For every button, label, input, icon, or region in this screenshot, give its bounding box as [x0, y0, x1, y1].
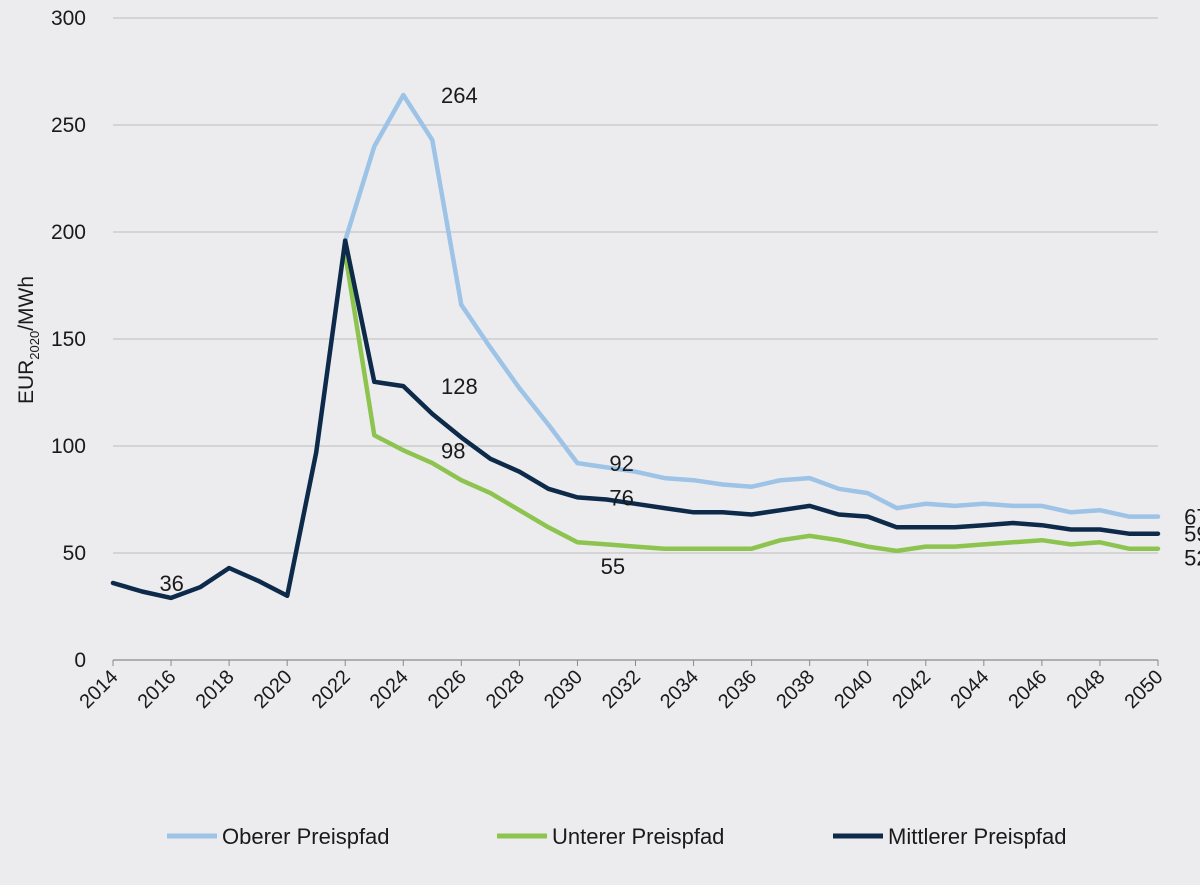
data-label: 67	[1184, 505, 1200, 530]
x-tick-label: 2032	[598, 666, 645, 713]
x-tick-label: 2050	[1121, 666, 1168, 713]
y-tick-label: 300	[51, 7, 86, 30]
data-label: 55	[601, 554, 625, 579]
data-label: 59	[1184, 522, 1200, 547]
x-axis-ticks: 2014 2016 2018 2020 2022 2024 2026 2028 2030 2032…	[76, 660, 1168, 713]
series-line-2	[342, 251, 1161, 554]
data-label: 98	[441, 438, 465, 463]
y-tick-label: 100	[51, 435, 86, 458]
legend-label: Mittlerer Preispfad	[888, 824, 1067, 849]
x-tick-label: 2040	[830, 666, 877, 713]
x-tick-label: 2046	[1004, 666, 1051, 713]
y-axis-title-subscript: 2020	[27, 331, 42, 360]
data-label: 52	[1184, 545, 1200, 570]
x-tick-label: 2018	[192, 666, 239, 713]
y-axis-title-unit: /MWh	[15, 276, 38, 331]
x-tick-label: 2020	[250, 666, 297, 713]
x-tick-label: 2014	[76, 666, 123, 713]
x-tick-label: 2028	[482, 666, 529, 713]
legend-label: Oberer Preispfad	[222, 824, 390, 849]
data-label: 76	[609, 485, 633, 510]
y-axis-ticks: 0 50 100 150 200 250 300	[51, 7, 86, 672]
gridlines	[113, 17, 1158, 661]
x-tick-label: 2030	[540, 666, 587, 713]
x-tick-label: 2036	[714, 666, 761, 713]
x-tick-label: 2024	[366, 666, 413, 713]
y-axis-title: EUR2020/MWh	[15, 276, 42, 404]
y-axis-title-base: EUR	[15, 360, 38, 404]
data-label: 128	[441, 374, 478, 399]
y-tick-label: 200	[51, 221, 86, 244]
data-label: 36	[159, 571, 183, 596]
x-tick-label: 2048	[1062, 666, 1109, 713]
y-tick-label: 50	[63, 542, 86, 565]
series-line-3	[110, 238, 1161, 601]
x-tick-label: 2042	[888, 666, 935, 713]
data-label: 264	[441, 83, 478, 108]
series-lines	[110, 92, 1161, 601]
legend: Oberer Preispfad Unterer Preispfad Mittler…	[167, 824, 1067, 849]
data-labels: 36 264 128 98 92 76 55 675952	[159, 83, 1200, 596]
x-tick-label: 2026	[424, 666, 471, 713]
x-tick-label: 2034	[656, 666, 703, 713]
series-line-1	[342, 92, 1161, 519]
x-tick-label: 2044	[946, 666, 993, 713]
y-tick-label: 250	[51, 114, 86, 137]
x-tick-label: 2022	[308, 666, 355, 713]
y-tick-label: 150	[51, 328, 86, 351]
data-label: 92	[609, 451, 633, 476]
x-tick-label: 2016	[134, 666, 181, 713]
x-tick-label: 2038	[772, 666, 819, 713]
y-tick-label: 0	[74, 649, 86, 672]
legend-label: Unterer Preispfad	[552, 824, 724, 849]
